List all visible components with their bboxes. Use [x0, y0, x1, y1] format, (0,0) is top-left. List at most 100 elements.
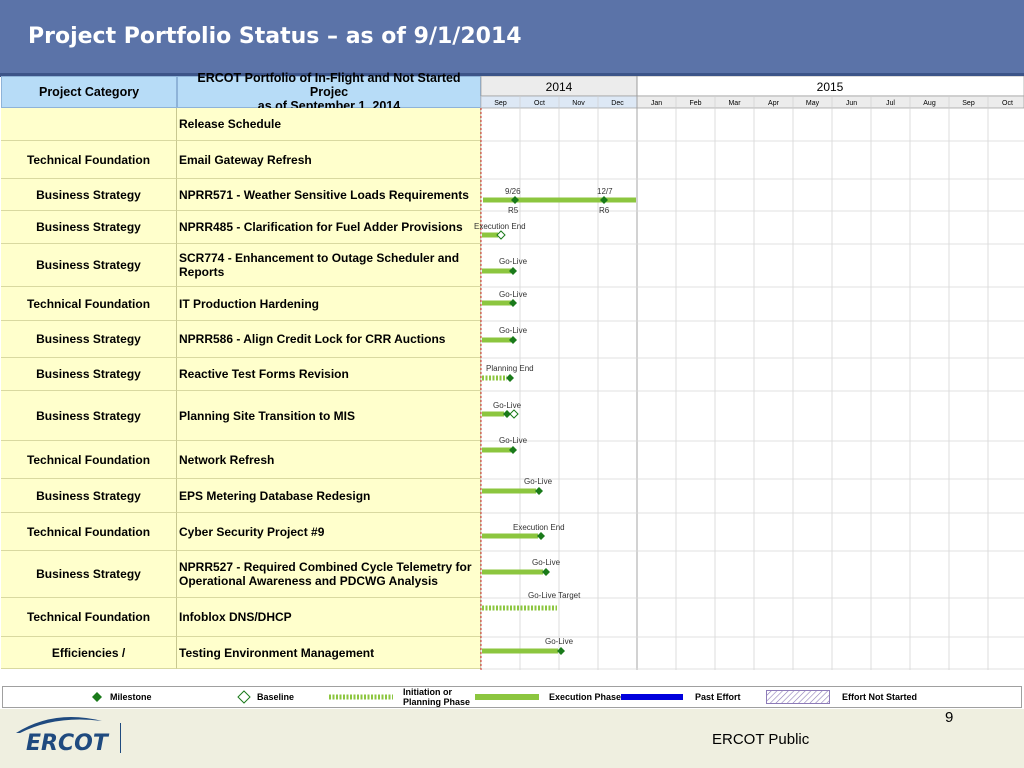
footer: ERCOT ERCOT Public 9: [0, 709, 1024, 768]
milestone-diamond-icon: [92, 692, 102, 702]
row-category: Technical Foundation: [1, 598, 177, 637]
month-label: Oct: [534, 100, 545, 107]
planning-bar-icon: [329, 694, 393, 700]
milestone-label: R5: [508, 206, 519, 215]
baseline-diamond: [509, 409, 519, 419]
row-project-name: Infoblox DNS/DHCP: [177, 598, 481, 637]
milestone-label: R6: [599, 206, 610, 215]
month-label: Nov: [572, 100, 585, 107]
milestone-label: Go-Live Target: [528, 591, 581, 600]
row-category: Technical Foundation: [1, 441, 177, 479]
row-project-name: Release Schedule: [177, 108, 481, 141]
execution-phase-bar: [482, 447, 511, 453]
month-label: Jul: [886, 100, 895, 107]
milestone-label: Go-Live: [493, 401, 522, 410]
row-project-name: IT Production Hardening: [177, 287, 481, 321]
milestone-label: Go-Live: [545, 637, 574, 646]
month-label: Mar: [728, 100, 741, 107]
header-name-line1: ERCOT Portfolio of In-Flight and Not Sta…: [197, 71, 461, 99]
row-category: Business Strategy: [1, 358, 177, 391]
milestone-label: Go-Live: [524, 477, 553, 486]
milestone-label: Execution End: [474, 222, 526, 231]
milestone-label: Go-Live: [499, 290, 528, 299]
milestone-diamond: [509, 446, 517, 454]
execution-phase-bar: [482, 337, 511, 343]
milestone-label: Go-Live: [499, 436, 528, 445]
execution-phase-bar: [482, 488, 536, 494]
row-category: Efficiencies /: [1, 637, 177, 669]
row-category: Business Strategy: [1, 551, 177, 598]
row-category: Technical Foundation: [1, 513, 177, 551]
milestone-diamond: [511, 196, 519, 204]
legend-milestone-label: Milestone: [110, 692, 152, 702]
milestone-label: Go-Live: [499, 257, 528, 266]
row-project-name: Email Gateway Refresh: [177, 141, 481, 179]
milestone-diamond: [535, 487, 543, 495]
execution-phase-bar: [482, 300, 511, 306]
row-category: [1, 108, 177, 141]
footer-public-label: ERCOT Public: [712, 731, 810, 748]
milestone-label: 12/7: [597, 187, 613, 196]
month-label: Jan: [651, 100, 662, 107]
execution-phase-bar: [482, 411, 504, 417]
month-label: Feb: [689, 100, 701, 107]
execution-phase-bar: [483, 197, 636, 203]
legend: Milestone Baseline Initiation or Plannin…: [2, 686, 1022, 708]
header-category: Project Category: [1, 76, 177, 108]
legend-not-started-label: Effort Not Started: [842, 692, 917, 702]
row-project-name: Testing Environment Management: [177, 637, 481, 669]
row-project-name: Planning Site Transition to MIS: [177, 391, 481, 441]
month-label: Sep: [962, 100, 975, 107]
execution-phase-bar: [482, 232, 498, 238]
legend-execution: Execution Phase: [475, 687, 621, 707]
row-category: Business Strategy: [1, 211, 177, 244]
month-label: Sep: [494, 100, 507, 107]
row-project-name: Cyber Security Project #9: [177, 513, 481, 551]
ercot-swoosh-icon: [16, 717, 102, 733]
legend-past-effort-label: Past Effort: [695, 692, 741, 702]
milestone-diamond: [509, 299, 517, 307]
row-project-name: NPRR527 - Required Combined Cycle Teleme…: [177, 551, 481, 598]
legend-baseline-label: Baseline: [257, 692, 295, 702]
header-category-label: Project Category: [38, 85, 140, 99]
gantt-chart: 2014 2015 Sep Oct Nov Dec Jan Feb Mar Apr May Jun Ju…: [474, 76, 1024, 670]
milestone-diamond: [542, 568, 550, 576]
milestone-label: Execution End: [513, 523, 565, 532]
row-project-name: EPS Metering Database Redesign: [177, 479, 481, 513]
execution-phase-bar: [482, 268, 511, 274]
year-label: 2015: [817, 80, 844, 94]
month-label: Oct: [1002, 100, 1013, 107]
milestone-diamond: [509, 336, 517, 344]
page-number: 9: [945, 709, 954, 726]
title-bar: Project Portfolio Status – as of 9/1/201…: [0, 0, 1024, 73]
month-label: Apr: [768, 100, 780, 107]
row-category: Business Strategy: [1, 179, 177, 211]
portfolio-table: Project Category ERCOT Portfolio of In-F…: [0, 71, 1024, 670]
milestone-label: Go-Live: [532, 558, 561, 567]
ercot-logo: ERCOT: [26, 731, 108, 756]
legend-past-effort: Past Effort: [621, 687, 741, 707]
month-label: Jun: [846, 100, 857, 107]
milestone-diamond: [503, 410, 511, 418]
footer-divider: [120, 723, 121, 753]
legend-milestone: Milestone: [91, 687, 152, 707]
not-started-hatch-icon: [766, 690, 830, 704]
row-project-name: Reactive Test Forms Revision: [177, 358, 481, 391]
month-label: Dec: [611, 100, 624, 107]
milestone-diamond: [506, 374, 514, 382]
row-project-name: NPRR485 - Clarification for Fuel Adder P…: [177, 211, 481, 244]
milestone-diamond: [537, 532, 545, 540]
row-category: Business Strategy: [1, 391, 177, 441]
row-project-name: SCR774 - Enhancement to Outage Scheduler…: [177, 244, 481, 287]
legend-not-started: Effort Not Started: [766, 687, 917, 707]
legend-initiation: Initiation or Planning Phase: [329, 687, 470, 707]
past-effort-bar-icon: [621, 694, 683, 700]
row-category: Business Strategy: [1, 244, 177, 287]
legend-initiation-line1: Initiation or: [403, 687, 452, 697]
row-category: Business Strategy: [1, 321, 177, 358]
month-label: Aug: [923, 100, 936, 107]
execution-phase-bar: [482, 569, 543, 575]
execution-phase-bar: [482, 533, 538, 539]
milestone-diamond: [600, 196, 608, 204]
title-divider: [0, 73, 1024, 77]
